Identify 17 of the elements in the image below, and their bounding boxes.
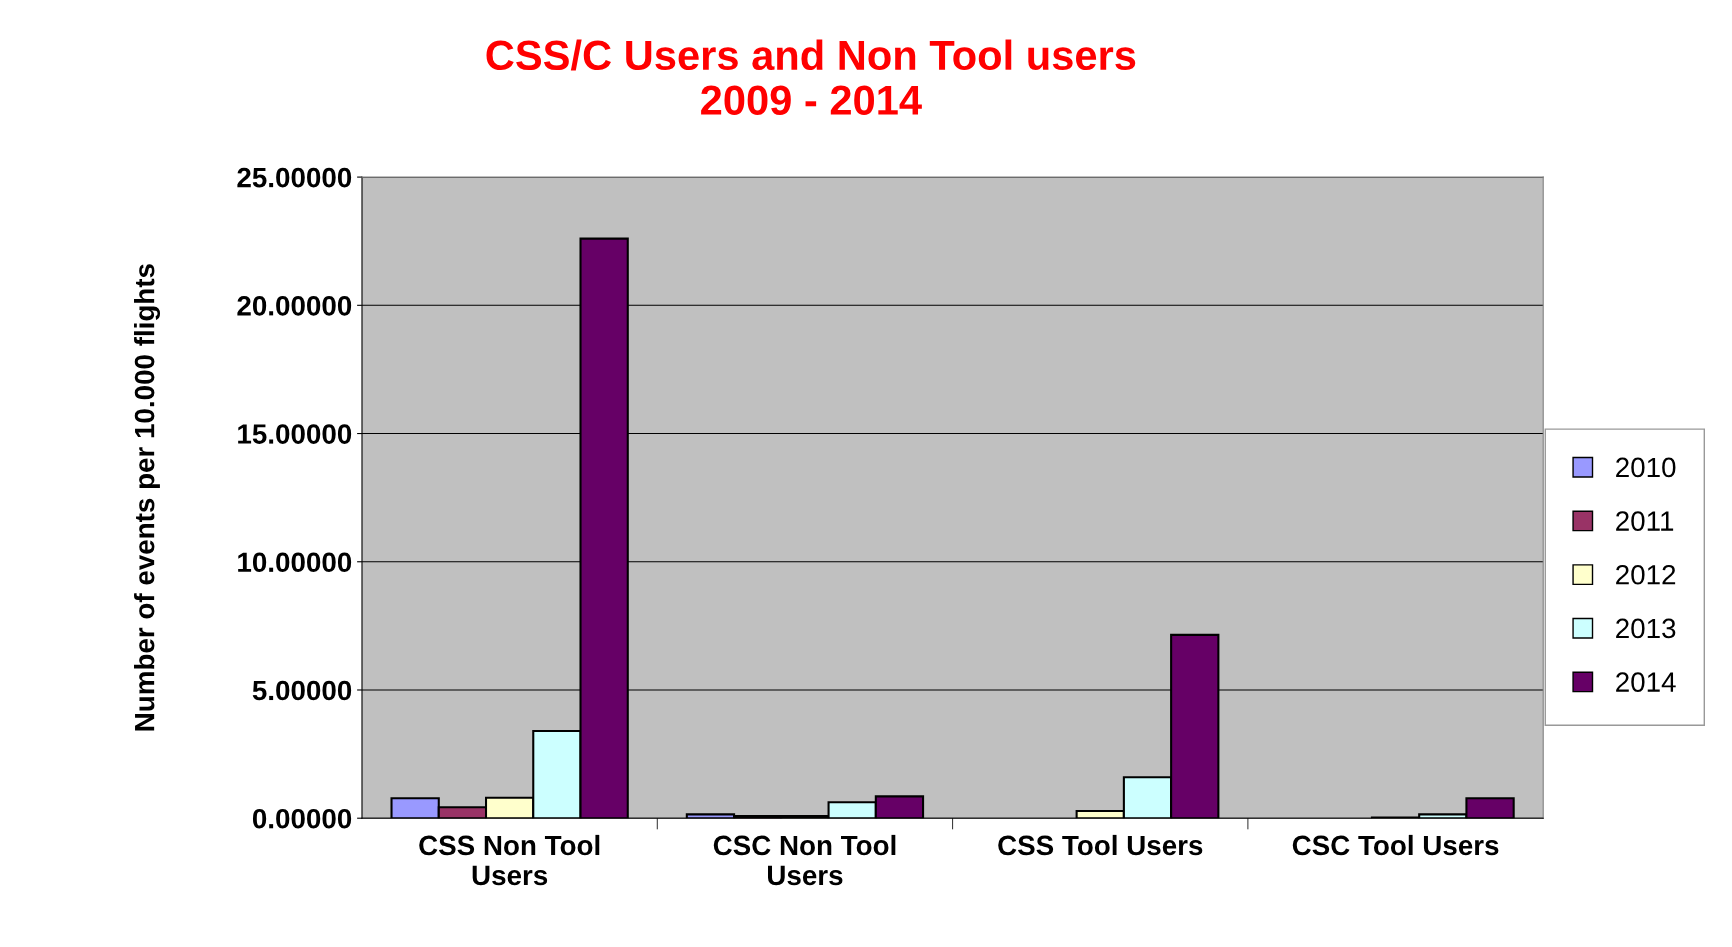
y-tick-label: 5.00000 xyxy=(252,680,352,701)
legend-label: 2012 xyxy=(1616,564,1676,585)
legend-label: 2011 xyxy=(1616,511,1674,531)
x-tick-label: CSS Tool Users xyxy=(998,834,1203,856)
chart-title: CSS/C Users and Non Tool users 2009 - 2014 xyxy=(486,39,1136,115)
legend-label: 2010 xyxy=(1616,457,1676,478)
y-axis-title: Number of events per 10.000 flights xyxy=(134,264,161,731)
legend-label: 2013 xyxy=(1616,618,1676,639)
x-tick-label: CSC Tool Users xyxy=(1292,834,1499,856)
y-tick-label: 20.00000 xyxy=(237,295,352,316)
y-tick-label: 25.00000 xyxy=(237,167,352,188)
legend-label: 2014 xyxy=(1616,672,1676,692)
y-tick-label: 10.00000 xyxy=(238,552,352,573)
x-tick-label: CSS Non Tool Users xyxy=(419,834,600,886)
y-tick-label: 15.00000 xyxy=(238,424,352,444)
y-tick-label: 0.00000 xyxy=(252,808,352,829)
x-tick-label: CSC Non Tool Users xyxy=(713,834,896,886)
